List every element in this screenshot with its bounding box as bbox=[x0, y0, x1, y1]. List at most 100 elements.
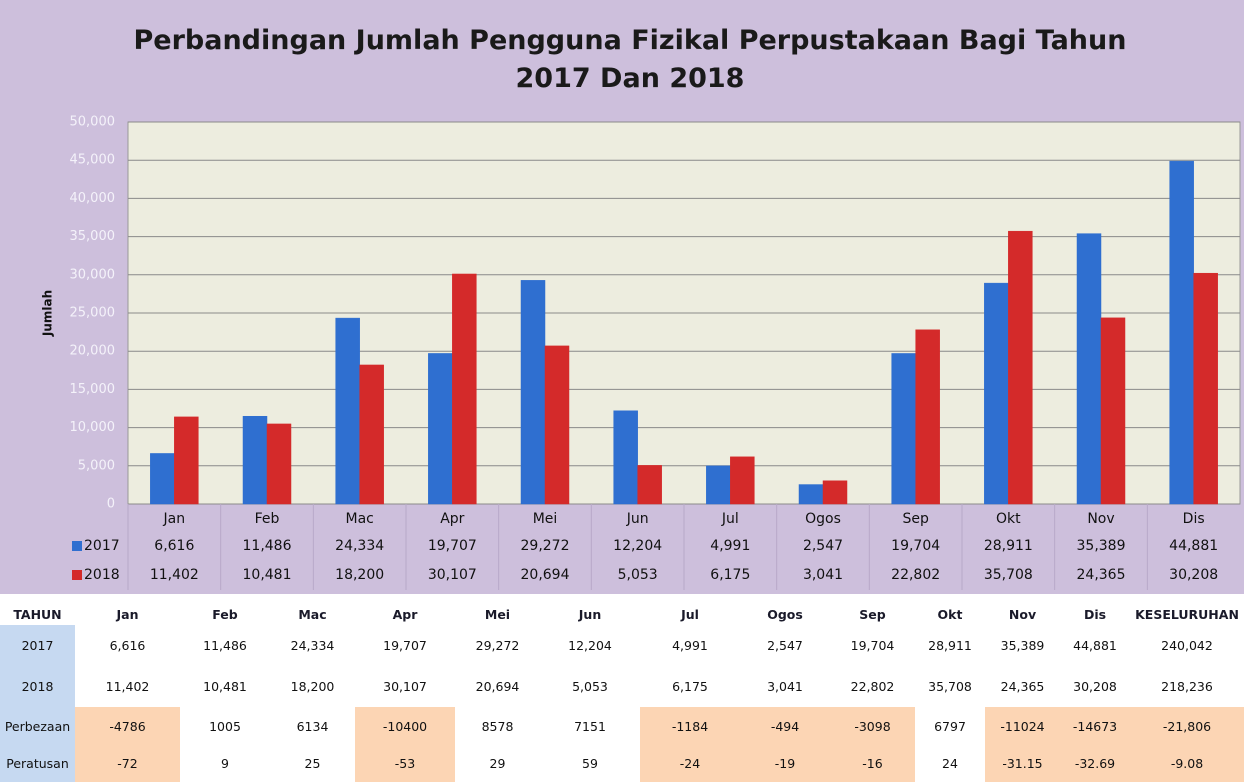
x-tick-label: Ogos bbox=[805, 511, 841, 527]
y-tick-label: 45,000 bbox=[70, 153, 116, 168]
table-cell: 240,042 bbox=[1161, 637, 1213, 653]
table-cell: -53 bbox=[355, 745, 455, 782]
bar bbox=[1008, 230, 1033, 505]
header-cell: TAHUN bbox=[13, 606, 62, 622]
table-cell: -16 bbox=[830, 745, 915, 782]
table-cell: 6,175 bbox=[672, 678, 708, 694]
bar bbox=[822, 480, 848, 505]
table-cell: 59 bbox=[582, 756, 598, 771]
chart-title: Perbandingan Jumlah Pengguna Fizikal Per… bbox=[133, 25, 1127, 94]
bar bbox=[730, 456, 755, 505]
value-label: 24,334 bbox=[335, 538, 384, 554]
x-tick-label: Mac bbox=[345, 511, 373, 527]
bar bbox=[266, 423, 292, 505]
table-cell: 11,402 bbox=[105, 678, 150, 694]
value-label: 28,911 bbox=[984, 538, 1033, 554]
table-row: 2017 6,616 11,486 24,334 19,707 29,272 12,204 4… bbox=[0, 625, 1244, 665]
bar bbox=[520, 280, 546, 505]
x-tick-label: Dis bbox=[1183, 511, 1205, 527]
table-cell: -3098 bbox=[830, 707, 915, 745]
value-label: 30,107 bbox=[428, 567, 477, 583]
bar bbox=[1169, 160, 1194, 505]
value-label: 35,708 bbox=[984, 567, 1033, 583]
value-label: 3,041 bbox=[803, 567, 843, 583]
table-cell: 24,365 bbox=[1000, 678, 1045, 694]
table-cell: 30,107 bbox=[383, 678, 427, 694]
y-tick-label: 40,000 bbox=[70, 191, 116, 206]
bar bbox=[544, 345, 570, 505]
table-cell: -14673 bbox=[1060, 707, 1130, 745]
value-label: 11,402 bbox=[150, 567, 199, 583]
value-label: 24,365 bbox=[1077, 567, 1126, 583]
table-cell: -72 bbox=[75, 745, 180, 782]
header-cell: Apr bbox=[392, 606, 418, 622]
table-cell: -4786 bbox=[75, 707, 180, 745]
table-cell: 7151 bbox=[574, 718, 606, 734]
value-label: 20,694 bbox=[521, 567, 570, 583]
y-tick-label: 5,000 bbox=[78, 458, 115, 473]
value-label: 19,707 bbox=[428, 538, 477, 554]
bar bbox=[984, 282, 1009, 505]
bar bbox=[706, 465, 731, 505]
table-cell: 218,236 bbox=[1161, 678, 1213, 694]
value-label: 4,991 bbox=[710, 538, 750, 554]
bar bbox=[1100, 317, 1126, 505]
table-cell: 22,802 bbox=[850, 678, 895, 694]
header-cell: Jan bbox=[116, 606, 139, 622]
bar bbox=[150, 453, 175, 505]
value-label: 44,881 bbox=[1169, 538, 1218, 554]
table-cell: -19 bbox=[740, 745, 830, 782]
bar bbox=[613, 410, 638, 505]
bar bbox=[637, 465, 662, 505]
header-cell: Mac bbox=[298, 606, 327, 622]
bar bbox=[428, 353, 453, 505]
y-tick-label: 10,000 bbox=[70, 420, 116, 435]
bar bbox=[891, 353, 916, 505]
bar bbox=[335, 317, 360, 505]
table-cell: 20,694 bbox=[475, 678, 520, 694]
row-label: Perbezaan bbox=[0, 707, 75, 745]
value-label: 12,204 bbox=[613, 538, 662, 554]
header-cell: Feb bbox=[212, 606, 238, 622]
table-cell: 19,704 bbox=[850, 637, 895, 653]
table-cell: 3,041 bbox=[767, 678, 803, 694]
data-table: TAHUN Jan Feb Mac Apr Mei Jun Jul Ogos Sep Okt Nov D… bbox=[0, 603, 1244, 782]
table-cell: -32.69 bbox=[1060, 745, 1130, 782]
x-tick-label: Feb bbox=[255, 511, 280, 527]
chart: Jumlah 0 5,000 10,000 15,000 20,000 25,000 30,… bbox=[0, 0, 1244, 594]
x-tick-label: Jul bbox=[721, 511, 739, 527]
value-label: 30,208 bbox=[1169, 567, 1218, 583]
y-tick-label: 0 bbox=[107, 497, 115, 512]
table-cell: 4,991 bbox=[672, 637, 708, 653]
bar bbox=[452, 273, 477, 505]
header-cell: Nov bbox=[1008, 606, 1037, 622]
table-cell: -21,806 bbox=[1130, 707, 1244, 745]
table-cell: 6797 bbox=[934, 718, 966, 734]
header-cell: Mei bbox=[484, 606, 511, 622]
value-label: 6,175 bbox=[710, 567, 750, 583]
header-cell: Ogos bbox=[767, 606, 803, 622]
header-cell: Jul bbox=[681, 606, 699, 622]
table-cell: 44,881 bbox=[1073, 637, 1117, 653]
header-cell: Dis bbox=[1083, 606, 1107, 622]
bar bbox=[1076, 233, 1102, 505]
value-label: 22,802 bbox=[891, 567, 940, 583]
value-label: 11,486 bbox=[243, 538, 292, 554]
table-cell: -494 bbox=[740, 707, 830, 745]
table-cell: 6134 bbox=[296, 718, 329, 734]
value-label: 29,272 bbox=[521, 538, 570, 554]
header-cell: Jun bbox=[578, 606, 602, 622]
bar bbox=[915, 329, 940, 505]
bar bbox=[1193, 272, 1218, 505]
table-cell: 29 bbox=[489, 756, 506, 771]
x-tick-label: Jan bbox=[163, 511, 186, 527]
row-label: 2018 bbox=[0, 665, 75, 707]
y-tick-label: 20,000 bbox=[70, 344, 116, 359]
x-tick-label: Mei bbox=[533, 511, 558, 527]
table-cell: 1005 bbox=[209, 718, 241, 734]
table-cell: -31.15 bbox=[985, 745, 1060, 782]
table-cell: 19,707 bbox=[383, 637, 427, 653]
value-label: 19,704 bbox=[891, 538, 940, 554]
legend-label: 2018 bbox=[84, 567, 120, 583]
x-tick-label: Okt bbox=[996, 511, 1021, 527]
